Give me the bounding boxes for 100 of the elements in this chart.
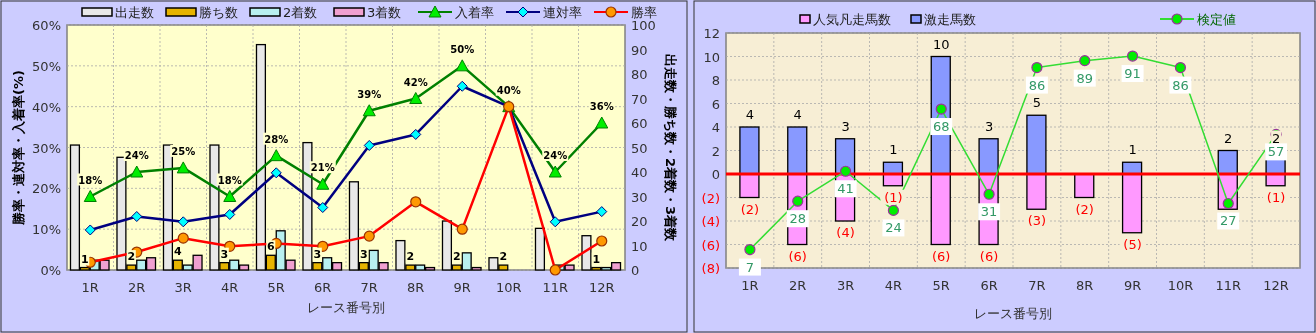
data-label: 3 — [359, 247, 368, 261]
data-label: 24% — [124, 150, 149, 161]
y2-tick-label: 50 — [631, 140, 648, 156]
data-label: 4 — [793, 107, 802, 122]
legend-label: 検定値 — [1197, 12, 1236, 27]
legend-label: 激走馬数 — [924, 12, 976, 27]
data-label: 28% — [264, 133, 289, 145]
data-label: 18% — [78, 174, 103, 186]
x-tick-label: 1R — [81, 280, 99, 295]
y2-tick-label: 60 — [631, 116, 648, 131]
data-label: (4) — [836, 225, 855, 240]
y-tick-label: (4) — [701, 214, 720, 229]
data-label: 68 — [932, 119, 950, 135]
data-label: 1 — [592, 252, 601, 266]
data-label: 2 — [1224, 130, 1233, 146]
x-tick-label: 9R — [1123, 278, 1142, 293]
y-tick-label: 50% — [32, 58, 61, 74]
x-tick-label: 10R — [495, 280, 522, 295]
data-label: 4 — [173, 245, 182, 259]
data-label: 5 — [1032, 95, 1042, 111]
y2-tick-label: 0 — [631, 263, 640, 278]
data-label: 1 — [80, 252, 89, 266]
legend-label: 勝ち数 — [199, 5, 238, 20]
y-tick-label: (2) — [701, 190, 720, 206]
data-label: 36% — [589, 101, 614, 112]
data-label: 57 — [1267, 144, 1285, 160]
data-label: (1) — [884, 189, 903, 205]
x-tick-label: 8R — [407, 280, 425, 295]
legend-label: 出走数 — [115, 5, 154, 20]
data-label: (2) — [1075, 201, 1094, 217]
x-tick-label: 4R — [884, 278, 903, 293]
y2-tick-label: 10 — [631, 238, 648, 254]
data-label: 3 — [313, 247, 322, 261]
legend-label: 勝率 — [631, 5, 657, 20]
x-axis-title: レース番号別 — [307, 300, 385, 315]
y2-tick-label: 100 — [631, 18, 656, 33]
data-label: 7 — [745, 259, 755, 275]
x-tick-label: 12R — [588, 280, 615, 295]
x-tick-label: 6R — [980, 278, 998, 293]
y2-tick-label: 80 — [631, 67, 648, 82]
data-label: 24% — [543, 150, 568, 161]
x-tick-label: 6R — [314, 280, 332, 295]
data-label: 18% — [217, 174, 242, 186]
data-label: (6) — [979, 248, 999, 264]
data-label: 3 — [984, 118, 994, 134]
y2-axis-title: 出走数・勝ち数・2着数・3着数 — [663, 53, 678, 243]
legend-label: 3着数 — [367, 5, 402, 20]
x-tick-label: 9R — [453, 280, 471, 295]
data-label: 1 — [1128, 142, 1137, 158]
y-tick-label: 0% — [40, 263, 61, 278]
data-label: 40% — [496, 84, 521, 96]
x-tick-label: 10R — [1167, 278, 1194, 293]
data-label: 91 — [1124, 66, 1141, 82]
y-tick-label: 2 — [711, 143, 720, 159]
y-tick-label: 0 — [711, 167, 720, 182]
x-tick-label: 12R — [1263, 278, 1289, 293]
y2-tick-label: 30 — [631, 189, 648, 205]
data-label: 2 — [406, 250, 415, 264]
data-label: 42% — [403, 76, 428, 88]
y-tick-label: 30% — [32, 140, 61, 156]
x-tick-label: 5R — [267, 280, 285, 295]
y-tick-label: 60% — [32, 18, 61, 33]
data-label: (5) — [1123, 236, 1142, 252]
data-label: 3 — [220, 247, 229, 261]
data-label: (2) — [740, 201, 760, 217]
data-label: (3) — [1027, 213, 1047, 229]
y-axis-title: 勝率・連対率・入着率(%) — [11, 70, 26, 226]
data-label: 3 — [841, 118, 850, 134]
x-tick-label: 8R — [1076, 278, 1094, 293]
data-label: 27 — [1219, 213, 1237, 229]
data-label: 2 — [1271, 130, 1281, 146]
data-label: 6 — [266, 240, 275, 254]
data-label: 1 — [889, 142, 898, 158]
x-tick-label: 2R — [128, 280, 146, 295]
y-tick-label: 20% — [32, 181, 61, 197]
y-tick-label: (8) — [701, 261, 720, 276]
y2-tick-label: 40 — [631, 165, 648, 180]
legend-label: 連対率 — [543, 5, 582, 20]
y-tick-label: 10% — [32, 222, 61, 238]
data-label: 4 — [745, 107, 755, 122]
legend-label: 人気凡走馬数 — [813, 12, 891, 27]
y-tick-label: 4 — [711, 120, 720, 135]
data-label: 2 — [499, 250, 508, 264]
x-tick-label: 11R — [542, 280, 569, 295]
data-label: 10 — [932, 36, 950, 52]
legend-label: 2着数 — [283, 5, 318, 20]
y-tick-label: 40% — [32, 99, 61, 115]
data-label: (6) — [932, 248, 951, 264]
data-label: 21% — [310, 162, 335, 174]
data-label: 28 — [789, 211, 807, 227]
x-tick-label: 11R — [1215, 278, 1242, 293]
y-tick-label: 6 — [711, 96, 720, 112]
y2-tick-label: 20 — [631, 214, 648, 229]
data-label: 86 — [1172, 77, 1189, 93]
x-axis-title: レース番号別 — [974, 306, 1052, 321]
data-label: 25% — [171, 145, 196, 157]
y-tick-label: 12 — [703, 26, 720, 41]
data-label: (6) — [788, 248, 807, 264]
data-label: 39% — [357, 88, 382, 100]
y2-tick-label: 70 — [631, 91, 648, 107]
